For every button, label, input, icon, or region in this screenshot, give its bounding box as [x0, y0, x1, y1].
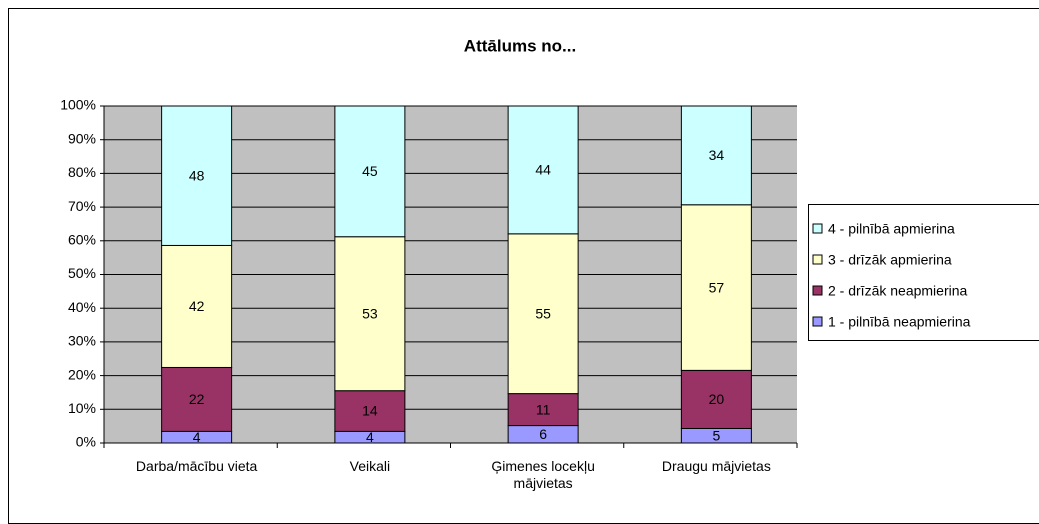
x-tick-label: Draugu mājvietas — [661, 458, 771, 474]
data-label: 53 — [362, 305, 378, 321]
legend-swatch — [812, 316, 823, 327]
legend-swatch — [812, 285, 823, 296]
y-tick-label: 100% — [60, 97, 96, 113]
bar-segment — [507, 393, 579, 427]
bar-segment — [680, 105, 752, 206]
x-tick-label: Veikali — [349, 458, 391, 474]
data-label: 4 — [193, 429, 201, 445]
y-tick-label: 60% — [68, 232, 96, 248]
bar-segment — [334, 105, 406, 238]
data-label: 44 — [535, 162, 551, 178]
data-label: 45 — [362, 163, 378, 179]
data-label: 55 — [535, 305, 551, 321]
data-label: 6 — [539, 426, 547, 442]
data-label: 11 — [536, 401, 551, 417]
legend-label: 2 - drīzāk neapmierina — [828, 283, 968, 299]
data-label: 4 — [366, 429, 374, 445]
legend-label: 3 - drīzāk apmierina — [828, 252, 952, 268]
data-label: 42 — [189, 298, 205, 314]
y-tick-label: 10% — [68, 400, 96, 416]
y-tick-label: 90% — [68, 130, 96, 146]
y-tick-label: 40% — [68, 299, 96, 315]
legend-swatch — [812, 223, 823, 234]
data-label: 14 — [362, 403, 378, 419]
data-label: 22 — [189, 391, 205, 407]
bar-segment — [161, 244, 233, 368]
bar-segment — [161, 366, 233, 432]
legend-label: 1 - pilnībā neapmierina — [828, 314, 971, 330]
bar-segment — [334, 236, 406, 392]
data-label: 34 — [709, 147, 725, 163]
bar-segment — [507, 105, 579, 235]
bar-segment — [680, 204, 752, 371]
data-label: 57 — [709, 279, 725, 295]
y-tick-label: 80% — [68, 164, 96, 180]
legend-label: 4 - pilnībā apmierina — [828, 221, 955, 237]
x-tick-label: Ģimenes locekļu mājvietas — [491, 458, 595, 491]
data-label: 20 — [709, 391, 725, 407]
data-label: 48 — [189, 167, 205, 183]
bar-segment — [507, 233, 579, 395]
bar-segment — [680, 369, 752, 429]
y-tick-label: 70% — [68, 198, 96, 214]
data-label: 5 — [712, 427, 720, 443]
chart-title: Attālums no... — [464, 36, 576, 55]
bar-segment — [334, 390, 406, 432]
legend — [808, 204, 1039, 341]
x-tick-label: Darba/mācību vieta — [135, 458, 258, 474]
y-tick-label: 20% — [68, 366, 96, 382]
bar-segment — [161, 105, 233, 246]
y-tick-label: 50% — [68, 265, 96, 281]
y-tick-label: 30% — [68, 333, 96, 349]
legend-swatch — [812, 254, 823, 265]
y-tick-label: 0% — [76, 434, 96, 450]
